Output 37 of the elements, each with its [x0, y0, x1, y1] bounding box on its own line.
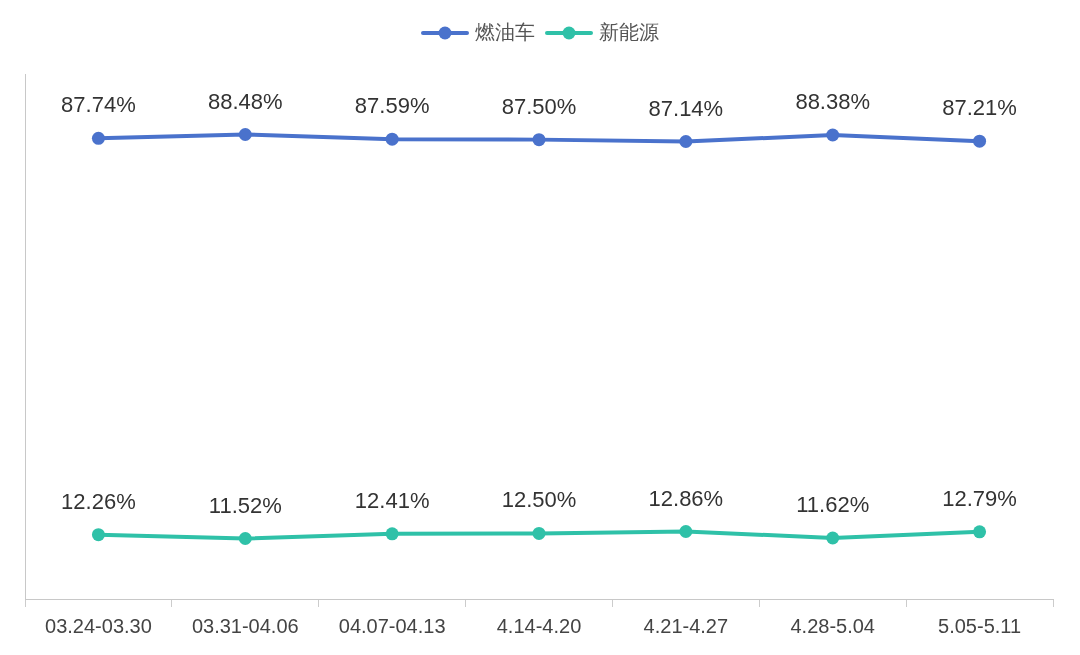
- data-label: 12.50%: [501, 487, 577, 513]
- data-label: 12.26%: [61, 488, 136, 514]
- legend-label: 燃油车: [475, 20, 535, 43]
- x-tick-label: 4.28-5.04: [790, 614, 875, 637]
- point: [385, 132, 399, 146]
- data-label: 87.14%: [648, 95, 724, 121]
- x-tick-label: 5.05-5.11: [938, 614, 1022, 637]
- legend-label: 新能源: [599, 20, 659, 43]
- x-tick-label: 4.14-4.20: [496, 614, 582, 637]
- point: [532, 526, 546, 540]
- point: [532, 133, 546, 147]
- point: [826, 531, 840, 545]
- point: [91, 528, 105, 542]
- data-label: 88.38%: [795, 89, 871, 115]
- data-label: 12.41%: [354, 487, 430, 513]
- data-label: 12.86%: [648, 485, 724, 511]
- point: [238, 532, 252, 546]
- data-label: 87.74%: [61, 92, 136, 118]
- x-tick-label: 03.31-04.06: [191, 614, 299, 637]
- data-label: 88.48%: [207, 88, 283, 114]
- data-label: 87.50%: [501, 93, 577, 119]
- data-label: 11.52%: [208, 492, 282, 518]
- x-tick-label: 03.24-03.30: [45, 614, 152, 637]
- data-label: 87.21%: [942, 95, 1017, 121]
- x-tick-label: 4.21-4.27: [643, 614, 729, 637]
- point: [973, 134, 987, 148]
- point: [238, 127, 252, 141]
- data-label: 87.59%: [354, 93, 430, 119]
- point: [91, 131, 105, 145]
- data-label: 12.79%: [942, 485, 1017, 511]
- point: [679, 524, 693, 538]
- point: [385, 527, 399, 541]
- x-tick-label: 04.07-04.13: [338, 614, 446, 637]
- point: [973, 525, 987, 539]
- data-label: 11.62%: [796, 492, 870, 518]
- point: [679, 135, 693, 149]
- point: [826, 128, 840, 142]
